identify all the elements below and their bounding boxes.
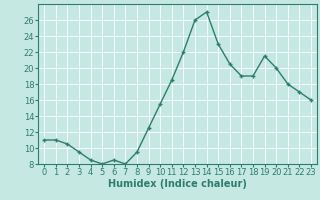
X-axis label: Humidex (Indice chaleur): Humidex (Indice chaleur) (108, 179, 247, 189)
